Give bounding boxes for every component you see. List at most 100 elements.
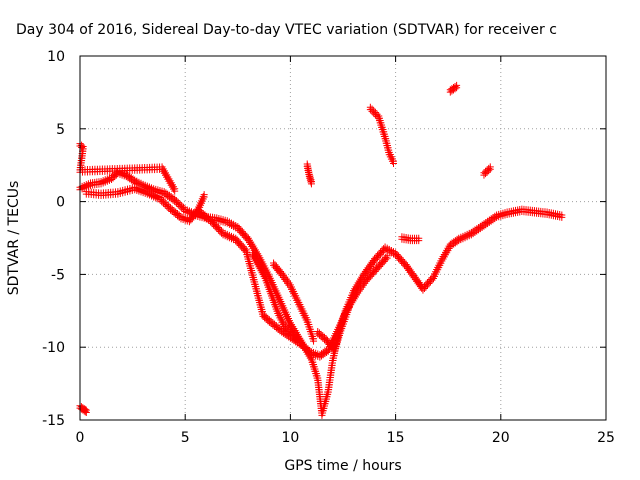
series-trace-d: [249, 249, 301, 344]
data-point: [269, 321, 277, 329]
data-point: [197, 210, 205, 218]
data-point: [203, 215, 211, 223]
data-point: [314, 330, 322, 338]
data-point: [423, 281, 431, 289]
data-point: [297, 341, 305, 349]
data-point: [194, 208, 202, 216]
data-point: [208, 219, 216, 227]
data-point: [451, 85, 459, 93]
series-trace-e: [270, 259, 318, 345]
data-point: [200, 193, 208, 201]
data-point: [283, 326, 291, 334]
data-point: [259, 312, 267, 320]
data-point: [171, 187, 179, 195]
data-point: [365, 264, 373, 272]
y-tick-label: -15: [42, 413, 65, 429]
data-point: [485, 218, 493, 226]
data-point: [383, 254, 391, 262]
data-point: [210, 221, 218, 229]
data-point: [213, 224, 221, 232]
y-axis-label: SDTVAR / TECUs: [6, 181, 22, 296]
data-point: [370, 269, 378, 277]
data-point: [306, 176, 314, 184]
data-point: [393, 253, 401, 261]
data-point: [483, 168, 491, 176]
data-point: [238, 230, 246, 238]
chart-title: Day 304 of 2016, Sidereal Day-to-day VTE…: [16, 22, 557, 38]
series-trace-f: [314, 301, 353, 355]
data-point: [364, 276, 372, 284]
data-point: [280, 323, 288, 331]
data-point: [377, 250, 385, 258]
data-point: [306, 174, 314, 182]
data-point: [368, 261, 376, 269]
data-point: [471, 228, 479, 236]
data-point: [367, 272, 375, 280]
series-trace-j: [480, 163, 494, 179]
data-point: [485, 167, 493, 175]
data-point: [382, 256, 390, 264]
data-point: [362, 277, 370, 285]
data-point: [368, 107, 376, 115]
data-point: [282, 324, 290, 332]
data-points: [76, 81, 566, 419]
grid-lines: [80, 56, 606, 420]
data-point: [379, 259, 387, 267]
data-point: [236, 242, 244, 250]
data-point: [478, 223, 486, 231]
data-point: [366, 106, 374, 114]
data-point: [484, 220, 492, 228]
data-point: [286, 330, 294, 338]
data-point: [558, 213, 566, 221]
data-point: [168, 208, 176, 216]
data-point: [428, 276, 436, 284]
data-point: [264, 317, 272, 325]
data-point: [371, 257, 379, 265]
y-tick-label: -10: [42, 340, 65, 356]
data-point: [234, 225, 242, 233]
data-point: [365, 274, 373, 282]
data-point: [81, 408, 89, 416]
y-tick-label: -5: [51, 267, 65, 283]
data-point: [370, 109, 378, 117]
data-point: [467, 231, 475, 239]
data-point: [317, 333, 325, 341]
data-point: [78, 143, 86, 151]
data-point: [262, 315, 270, 323]
series-trace-k: [76, 140, 179, 195]
data-point: [174, 201, 182, 209]
data-point: [392, 251, 400, 259]
y-tick-label: 0: [56, 195, 65, 211]
data-point: [304, 347, 312, 355]
x-tick-label: 15: [387, 430, 405, 446]
data-point: [373, 266, 381, 274]
data-point: [158, 198, 166, 206]
data-point: [156, 196, 164, 204]
data-point: [420, 284, 428, 292]
data-point: [109, 174, 117, 182]
data-point: [291, 334, 299, 342]
data-point: [205, 216, 213, 224]
data-point: [235, 227, 243, 235]
data-point: [368, 271, 376, 279]
data-point: [491, 215, 499, 223]
data-point: [371, 111, 379, 119]
data-point: [159, 199, 167, 207]
data-point: [302, 346, 310, 354]
data-point: [487, 217, 495, 225]
data-point: [238, 243, 246, 251]
data-point: [290, 333, 298, 341]
data-point: [415, 237, 423, 245]
x-tick-label: 10: [281, 430, 299, 446]
data-point: [480, 171, 488, 179]
y-tick-label: 5: [56, 122, 65, 138]
data-point: [399, 260, 407, 268]
series-trace-g: [366, 103, 397, 167]
data-point: [389, 159, 397, 167]
data-point: [161, 201, 169, 209]
data-point: [241, 233, 249, 241]
data-point: [345, 304, 353, 312]
data-point: [310, 337, 318, 345]
data-point: [170, 209, 178, 217]
data-point: [315, 331, 323, 339]
